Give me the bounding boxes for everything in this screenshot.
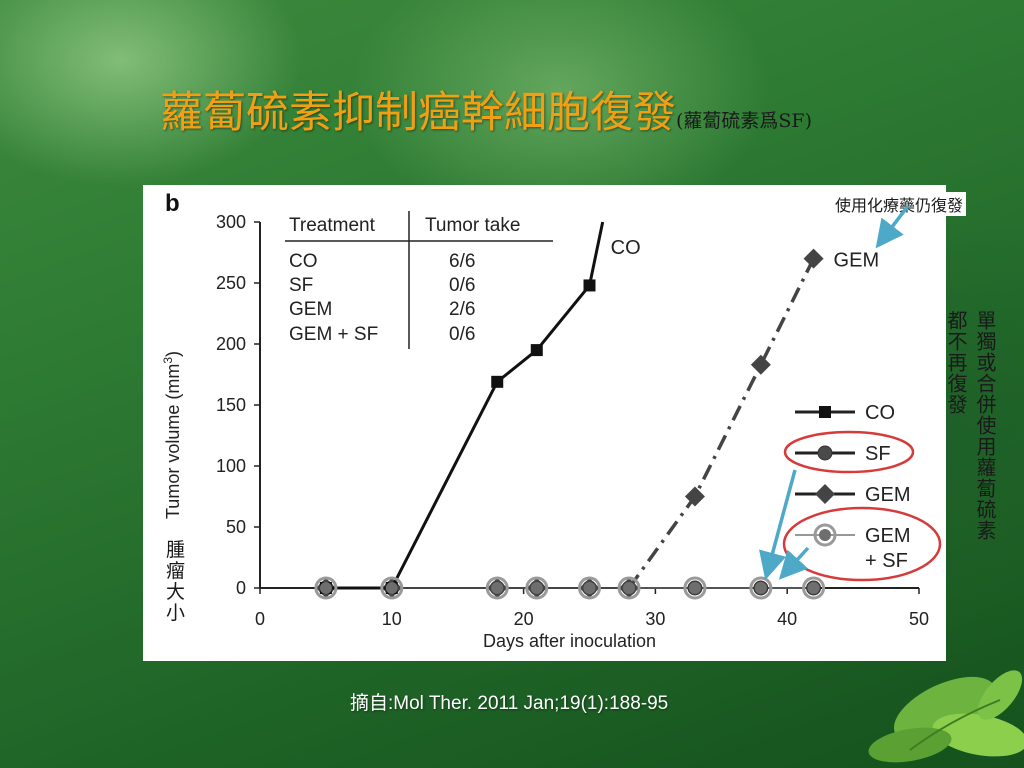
point-gem-sf-core — [623, 582, 636, 594]
point-gem — [803, 248, 824, 269]
series-gem: GEM — [315, 248, 880, 598]
citation: 摘自:Mol Ther. 2011 Jan;19(1):188-95 — [350, 693, 669, 714]
x-axis-label: Days after inoculation — [483, 631, 656, 651]
y-tick-label: 100 — [216, 456, 246, 476]
series-gem-sf — [314, 576, 826, 600]
legend-label: + SF — [865, 550, 908, 572]
y-tick-label: 0 — [236, 578, 246, 598]
series-gem-line — [627, 257, 816, 590]
y-tick-label: 50 — [226, 517, 246, 537]
table-cell-tumor-take: 0/6 — [449, 324, 475, 345]
y-tick-label: 150 — [216, 395, 246, 415]
point-gem-sf-core — [807, 582, 820, 594]
legend: CO SF GEM GEM + SF — [795, 402, 911, 572]
point-gem-sf — [617, 576, 641, 600]
series-co: CO — [319, 221, 641, 594]
point-gem-sf-core — [319, 582, 332, 594]
y-tick-label: 200 — [216, 334, 246, 354]
point-co — [583, 279, 596, 292]
x-tick-label: 50 — [909, 609, 929, 629]
table-cell-tumor-take: 2/6 — [449, 299, 475, 320]
table-cell-tumor-take: 6/6 — [449, 251, 475, 272]
legend-marker — [817, 445, 833, 461]
leaf-decoration — [868, 670, 1024, 763]
y-tick-label: 250 — [216, 273, 246, 293]
legend-label: GEM — [865, 525, 911, 547]
legend-label: SF — [865, 443, 891, 465]
point-gem-sf — [525, 576, 549, 600]
title-subtitle: (蘿蔔硫素爲SF) — [676, 110, 813, 132]
table-cell-treatment: GEM — [289, 299, 332, 320]
point-gem-sf — [380, 576, 404, 600]
point-gem-sf-core — [688, 582, 701, 594]
point-co — [530, 344, 543, 357]
legend-label: CO — [865, 402, 895, 424]
table-cell-tumor-take: 0/6 — [449, 275, 475, 296]
title-main: 蘿蔔硫素抑制癌幹細胞復發 — [160, 88, 676, 138]
table-cell-treatment: CO — [289, 251, 318, 272]
tumor-volume-chart: b 0 50 100 150 200 250 300 0 10 20 30 40 50 Days after… — [161, 190, 929, 651]
y-tick-label: 300 — [216, 212, 246, 232]
point-gem — [750, 354, 771, 375]
y-axis-label: Tumor volume (mm3) — [161, 351, 183, 519]
point-gem-sf-core — [491, 582, 504, 594]
note-tumor-size: 腫瘤大小 — [166, 539, 186, 624]
x-tick-label: 20 — [514, 609, 534, 629]
table-header-treatment: Treatment — [289, 215, 376, 236]
point-co — [491, 375, 504, 388]
note-chemo-relapse: 使用化療藥仍復發 — [832, 192, 967, 216]
x-tick-label: 30 — [645, 609, 665, 629]
point-gem-sf-core — [583, 582, 596, 594]
series-end-label-gem: GEM — [834, 250, 880, 272]
panel-label: b — [165, 190, 180, 217]
point-gem-sf — [485, 576, 509, 600]
legend-marker — [815, 484, 835, 504]
point-gem-sf — [683, 576, 707, 600]
x-tick-label: 10 — [382, 609, 402, 629]
series-end-label-co: CO — [611, 237, 641, 259]
table-header-tumor-take: Tumor take — [425, 215, 520, 236]
table-cell-treatment: GEM + SF — [289, 324, 378, 345]
x-tick-label: 40 — [777, 609, 797, 629]
point-gem-sf — [578, 576, 601, 600]
note-sf-alone-or-combined: 單獨或合併使用蘿蔔硫素 — [973, 310, 997, 541]
note-no-relapse: 都不再復發 — [944, 310, 968, 415]
figure-panel: b 0 50 100 150 200 250 300 0 10 20 30 40 50 Days after… — [143, 185, 946, 661]
point-gem-sf-core — [754, 582, 767, 594]
point-gem-sf-core — [530, 582, 543, 594]
point-gem-sf-core — [385, 582, 398, 594]
tumor-take-table: Treatment Tumor take CO 6/6 SF 0/6 GEM 2/6 GEM +… — [285, 211, 553, 349]
legend-marker — [819, 406, 831, 418]
legend-label: GEM — [865, 484, 911, 506]
table-cell-treatment: SF — [289, 275, 313, 296]
point-gem-sf — [314, 576, 338, 600]
x-tick-label: 0 — [255, 609, 265, 629]
legend-marker-core — [819, 529, 831, 541]
point-gem — [684, 486, 705, 507]
slide-title: 蘿蔔硫素抑制癌幹細胞復發(蘿蔔硫素爲SF) — [160, 78, 960, 138]
